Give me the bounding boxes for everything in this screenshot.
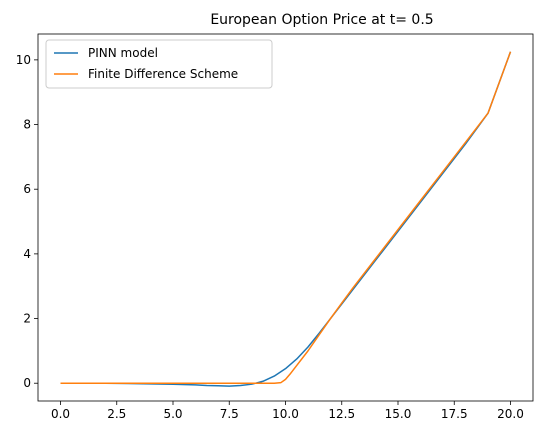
x-tick-label: 15.0 xyxy=(385,407,412,421)
x-tick-label: 20.0 xyxy=(497,407,524,421)
y-tick-label: 4 xyxy=(23,247,31,261)
series-line-1 xyxy=(60,51,512,384)
y-tick-label: 2 xyxy=(23,312,31,326)
x-tick-label: 12.5 xyxy=(328,407,355,421)
y-tick-label: 8 xyxy=(23,118,31,132)
y-tick-label: 10 xyxy=(16,53,31,67)
chart-title: European Option Price at t= 0.5 xyxy=(210,12,433,28)
y-tick-label: 6 xyxy=(23,182,31,196)
legend-label-0: PINN model xyxy=(88,46,158,60)
legend-box xyxy=(45,39,273,89)
x-tick-label: 2.5 xyxy=(107,407,126,421)
plot-area: 0.0 2.5 5.0 7.5 10.0 12.5 15.0 17.5 20.0 0 2 4 6 8 10 P… xyxy=(16,33,534,421)
series-line-0 xyxy=(60,51,512,387)
x-tick-label: 17.5 xyxy=(441,407,468,421)
legend-label-1: Finite Difference Scheme xyxy=(88,67,238,81)
x-tick-label: 7.5 xyxy=(220,407,239,421)
x-tick-label: 0.0 xyxy=(51,407,70,421)
x-tick-label: 10.0 xyxy=(272,407,299,421)
x-tick-label: 5.0 xyxy=(163,407,182,421)
y-tick-label: 0 xyxy=(23,376,31,390)
